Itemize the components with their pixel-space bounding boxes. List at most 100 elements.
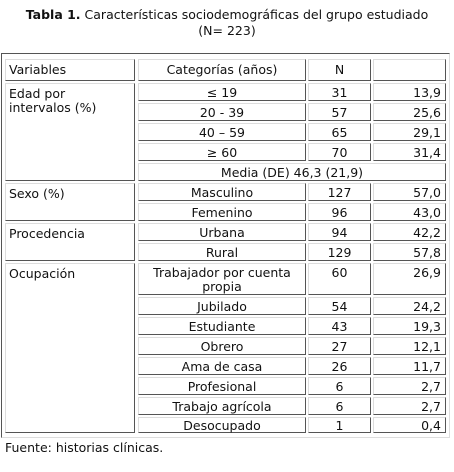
- category-cell: Profesional: [138, 377, 306, 395]
- n-value: 60: [331, 265, 348, 280]
- percent-value: 57,8: [413, 245, 441, 260]
- category-label: ≥ 60: [206, 145, 238, 160]
- variable-ocupacion: Ocupación: [9, 266, 76, 281]
- category-cell: Desocupado: [138, 417, 306, 433]
- percent-cell: 26,9: [373, 263, 446, 295]
- n-cell: 57: [308, 103, 371, 121]
- n-value: 94: [331, 225, 348, 240]
- summary-cell: Media (DE) 46,3 (21,9): [138, 163, 446, 181]
- n-cell: 31: [308, 83, 371, 101]
- category-label: Masculino: [190, 185, 254, 200]
- percent-cell: 13,9: [373, 83, 446, 101]
- category-label: Estudiante: [188, 319, 256, 334]
- age-summary: Media (DE) 46,3 (21,9): [220, 165, 364, 180]
- n-value: 127: [327, 185, 352, 200]
- category-label: Profesional: [187, 379, 257, 394]
- caption-label: Tabla 1.: [25, 7, 81, 22]
- percent-cell: 31,4: [373, 143, 446, 161]
- data-table: Variables Categorías (años) N Edad por i…: [1, 53, 450, 438]
- percent-value: 2,7: [421, 379, 441, 394]
- percent-value: 2,7: [421, 399, 441, 414]
- n-cell: 70: [308, 143, 371, 161]
- category-label: 40 – 59: [198, 125, 245, 140]
- n-value: 129: [327, 245, 352, 260]
- percent-cell: 11,7: [373, 357, 446, 375]
- header-cell-percent: [373, 59, 446, 81]
- category-cell: Jubilado: [138, 297, 306, 315]
- n-cell: 54: [308, 297, 371, 315]
- header-categories: Categorías (años): [166, 62, 278, 77]
- percent-cell: 25,6: [373, 103, 446, 121]
- n-cell: 1: [308, 417, 371, 433]
- variable-procedencia: Procedencia: [9, 226, 85, 241]
- percent-value: 31,4: [413, 145, 441, 160]
- category-cell: 20 - 39: [138, 103, 306, 121]
- n-cell: 6: [308, 377, 371, 395]
- category-label: Ama de casa: [181, 359, 263, 374]
- percent-value: 19,3: [413, 319, 441, 334]
- n-cell: 6: [308, 397, 371, 415]
- n-value: 27: [331, 339, 348, 354]
- percent-value: 13,9: [413, 85, 441, 100]
- n-value: 54: [331, 299, 348, 314]
- header-cell-n: N: [308, 59, 371, 81]
- percent-cell: 42,2: [373, 223, 446, 241]
- n-cell: 27: [308, 337, 371, 355]
- n-cell: 96: [308, 203, 371, 221]
- percent-cell: 2,7: [373, 377, 446, 395]
- n-value: 70: [331, 145, 348, 160]
- category-label: Femenino: [191, 205, 253, 220]
- n-cell: 127: [308, 183, 371, 201]
- n-cell: 129: [308, 243, 371, 261]
- n-value: 1: [335, 418, 344, 433]
- n-value: 6: [335, 399, 344, 414]
- n-value: 26: [331, 359, 348, 374]
- category-label: Jubilado: [197, 299, 247, 314]
- variable-edad: Edad por intervalos (%): [9, 86, 97, 115]
- percent-value: 57,0: [413, 185, 441, 200]
- percent-cell: 0,4: [373, 417, 446, 433]
- category-label: Desocupado: [183, 418, 261, 433]
- header-cell-variables: Variables: [5, 59, 135, 81]
- category-label: Trabajo agrícola: [172, 399, 272, 414]
- n-cell: 65: [308, 123, 371, 141]
- percent-value: 11,7: [413, 359, 441, 374]
- percent-cell: 57,0: [373, 183, 446, 201]
- percent-value: 24,2: [413, 299, 441, 314]
- header-variables: Variables: [9, 62, 67, 77]
- variable-sexo: Sexo (%): [9, 186, 65, 201]
- category-cell: Femenino: [138, 203, 306, 221]
- category-cell: Estudiante: [138, 317, 306, 335]
- percent-cell: 43,0: [373, 203, 446, 221]
- category-label: Trabajador por cuenta propia: [153, 265, 291, 294]
- category-cell: ≥ 60: [138, 143, 306, 161]
- table-caption: Tabla 1. Características sociodemográfic…: [0, 7, 454, 39]
- n-value: 43: [331, 319, 348, 334]
- percent-value: 29,1: [413, 125, 441, 140]
- n-value: 57: [331, 105, 348, 120]
- header-n: N: [334, 62, 345, 77]
- n-cell: 43: [308, 317, 371, 335]
- percent-cell: 12,1: [373, 337, 446, 355]
- n-cell: 60: [308, 263, 371, 295]
- category-cell: ≤ 19: [138, 83, 306, 101]
- percent-value: 43,0: [413, 205, 441, 220]
- category-label: ≤ 19: [206, 85, 238, 100]
- n-value: 6: [335, 379, 344, 394]
- percent-cell: 19,3: [373, 317, 446, 335]
- percent-cell: 57,8: [373, 243, 446, 261]
- percent-value: 0,4: [421, 418, 441, 433]
- category-cell: Urbana: [138, 223, 306, 241]
- source-note: Fuente: historias clínicas.: [5, 440, 164, 455]
- category-cell: Rural: [138, 243, 306, 261]
- category-label: Urbana: [199, 225, 245, 240]
- caption-title: Características sociodemográficas del gr…: [84, 7, 429, 22]
- category-label: 20 - 39: [199, 105, 245, 120]
- category-label: Rural: [205, 245, 239, 260]
- percent-value: 25,6: [413, 105, 441, 120]
- n-cell: 94: [308, 223, 371, 241]
- group-cell-ocupacion: Ocupación: [5, 263, 135, 433]
- group-cell-sexo: Sexo (%): [5, 183, 135, 221]
- header-cell-categories: Categorías (años): [138, 59, 306, 81]
- percent-value: 12,1: [413, 339, 441, 354]
